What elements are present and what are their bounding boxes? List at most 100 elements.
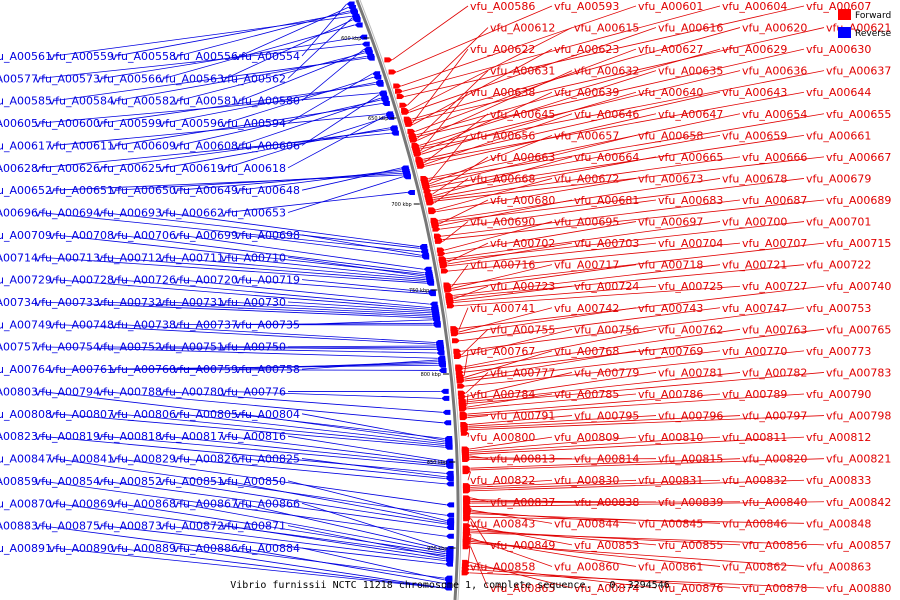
gene-label-vfu_A00855[interactable]: vfu_A00855 (658, 539, 723, 552)
gene-label-vfu_A00875[interactable]: vfu_A00875 (35, 520, 100, 533)
gene-label-vfu_A00639[interactable]: vfu_A00639 (554, 86, 619, 99)
gene-label-vfu_A00690[interactable]: vfu_A00690 (470, 216, 535, 229)
gene-label-vfu_A00789[interactable]: vfu_A00789 (722, 388, 787, 401)
gene-label-vfu_A00696[interactable]: vfu_A00696 (0, 207, 38, 220)
gene-label-vfu_A00823[interactable]: vfu_A00823 (0, 430, 38, 443)
gene-label-vfu_A00652[interactable]: vfu_A00652 (0, 184, 52, 197)
gene-label-vfu_A00822[interactable]: vfu_A00822 (470, 474, 535, 487)
gene-label-vfu_A00858[interactable]: vfu_A00858 (470, 560, 535, 573)
gene-label-vfu_A00703[interactable]: vfu_A00703 (574, 237, 639, 250)
gene-label-vfu_A00761[interactable]: vfu_A00761 (49, 363, 114, 376)
gene-label-vfu_A00849[interactable]: vfu_A00849 (490, 539, 555, 552)
gene-label-vfu_A00856[interactable]: vfu_A00856 (742, 539, 807, 552)
gene-label-vfu_A00880[interactable]: vfu_A00880 (826, 582, 891, 595)
gene-label-vfu_A00628[interactable]: vfu_A00628 (0, 162, 38, 175)
gene-label-vfu_A00593[interactable]: vfu_A00593 (554, 0, 619, 13)
gene-label-vfu_A00755[interactable]: vfu_A00755 (490, 323, 555, 336)
gene-label-vfu_A00644[interactable]: vfu_A00644 (806, 86, 871, 99)
gene-label-vfu_A00860[interactable]: vfu_A00860 (554, 560, 619, 573)
gene-label-vfu_A00661[interactable]: vfu_A00661 (806, 129, 871, 142)
gene-label-vfu_A00672[interactable]: vfu_A00672 (554, 172, 619, 185)
gene-label-vfu_A00852[interactable]: vfu_A00852 (97, 475, 162, 488)
gene-label-vfu_A00751[interactable]: vfu_A00751 (159, 341, 224, 354)
gene-label-vfu_A00708[interactable]: vfu_A00708 (49, 229, 114, 242)
gene-label-vfu_A00780[interactable]: vfu_A00780 (159, 385, 224, 398)
gene-label-vfu_A00825[interactable]: vfu_A00825 (235, 453, 300, 466)
gene-label-vfu_A00804[interactable]: vfu_A00804 (235, 408, 300, 421)
gene-label-vfu_A00819[interactable]: vfu_A00819 (35, 430, 100, 443)
gene-label-vfu_A00728[interactable]: vfu_A00728 (49, 274, 114, 287)
gene-label-vfu_A00582[interactable]: vfu_A00582 (111, 95, 176, 108)
gene-label-vfu_A00737[interactable]: vfu_A00737 (173, 318, 238, 331)
gene-label-vfu_A00663[interactable]: vfu_A00663 (490, 151, 555, 164)
gene-label-vfu_A00611[interactable]: vfu_A00611 (49, 139, 114, 152)
gene-label-vfu_A00781[interactable]: vfu_A00781 (658, 366, 723, 379)
gene-label-vfu_A00773[interactable]: vfu_A00773 (806, 345, 871, 358)
gene-label-vfu_A00784[interactable]: vfu_A00784 (470, 388, 535, 401)
gene-label-vfu_A00596[interactable]: vfu_A00596 (159, 117, 224, 130)
gene-label-vfu_A00709[interactable]: vfu_A00709 (0, 229, 52, 242)
gene-label-vfu_A00803[interactable]: vfu_A00803 (0, 385, 38, 398)
gene-label-vfu_A00807[interactable]: vfu_A00807 (49, 408, 114, 421)
gene-label-vfu_A00763[interactable]: vfu_A00763 (742, 323, 807, 336)
gene-label-vfu_A00821[interactable]: vfu_A00821 (826, 453, 891, 466)
gene-label-vfu_A00665[interactable]: vfu_A00665 (658, 151, 723, 164)
gene-label-vfu_A00832[interactable]: vfu_A00832 (722, 474, 787, 487)
gene-label-vfu_A00862[interactable]: vfu_A00862 (722, 560, 787, 573)
gene-label-vfu_A00668[interactable]: vfu_A00668 (470, 172, 535, 185)
gene-label-vfu_A00727[interactable]: vfu_A00727 (742, 280, 807, 293)
gene-label-vfu_A00631[interactable]: vfu_A00631 (490, 65, 555, 78)
gene-label-vfu_A00844[interactable]: vfu_A00844 (554, 517, 619, 530)
gene-label-vfu_A00867[interactable]: vfu_A00867 (173, 497, 238, 510)
gene-label-vfu_A00754[interactable]: vfu_A00754 (35, 341, 100, 354)
gene-label-vfu_A00847[interactable]: vfu_A00847 (0, 453, 52, 466)
gene-label-vfu_A00813[interactable]: vfu_A00813 (490, 453, 555, 466)
gene-label-vfu_A00851[interactable]: vfu_A00851 (159, 475, 224, 488)
gene-label-vfu_A00765[interactable]: vfu_A00765 (826, 323, 891, 336)
gene-label-vfu_A00559[interactable]: vfu_A00559 (49, 50, 114, 63)
gene-label-vfu_A00749[interactable]: vfu_A00749 (0, 318, 52, 331)
gene-label-vfu_A00620[interactable]: vfu_A00620 (742, 22, 807, 35)
gene-label-vfu_A00664[interactable]: vfu_A00664 (574, 151, 639, 164)
gene-label-vfu_A00694[interactable]: vfu_A00694 (35, 207, 100, 220)
gene-label-vfu_A00720[interactable]: vfu_A00720 (173, 274, 238, 287)
gene-label-vfu_A00797[interactable]: vfu_A00797 (742, 410, 807, 423)
gene-label-vfu_A00740[interactable]: vfu_A00740 (826, 280, 891, 293)
gene-label-vfu_A00846[interactable]: vfu_A00846 (722, 517, 787, 530)
gene-label-vfu_A00798[interactable]: vfu_A00798 (826, 410, 891, 423)
gene-label-vfu_A00630[interactable]: vfu_A00630 (806, 43, 871, 56)
gene-label-vfu_A00608[interactable]: vfu_A00608 (173, 139, 238, 152)
gene-label-vfu_A00650[interactable]: vfu_A00650 (111, 184, 176, 197)
gene-label-vfu_A00829[interactable]: vfu_A00829 (111, 453, 176, 466)
gene-label-vfu_A00891[interactable]: vfu_A00891 (0, 542, 52, 555)
gene-label-vfu_A00723[interactable]: vfu_A00723 (490, 280, 555, 293)
gene-label-vfu_A00718[interactable]: vfu_A00718 (638, 259, 703, 272)
gene-label-vfu_A00659[interactable]: vfu_A00659 (722, 129, 787, 142)
gene-label-vfu_A00868[interactable]: vfu_A00868 (111, 497, 176, 510)
gene-label-vfu_A00871[interactable]: vfu_A00871 (221, 520, 286, 533)
gene-label-vfu_A00599[interactable]: vfu_A00599 (97, 117, 162, 130)
gene-label-vfu_A00808[interactable]: vfu_A00808 (0, 408, 52, 421)
gene-label-vfu_A00729[interactable]: vfu_A00729 (0, 274, 52, 287)
gene-label-vfu_A00724[interactable]: vfu_A00724 (574, 280, 639, 293)
gene-label-vfu_A00584[interactable]: vfu_A00584 (49, 95, 114, 108)
gene-label-vfu_A00719[interactable]: vfu_A00719 (235, 274, 300, 287)
gene-label-vfu_A00558[interactable]: vfu_A00558 (111, 50, 176, 63)
gene-label-vfu_A00605[interactable]: vfu_A00605 (0, 117, 38, 130)
gene-label-vfu_A00747[interactable]: vfu_A00747 (722, 302, 787, 315)
gene-label-vfu_A00648[interactable]: vfu_A00648 (235, 184, 300, 197)
gene-label-vfu_A00796[interactable]: vfu_A00796 (658, 410, 723, 423)
gene-label-vfu_A00581[interactable]: vfu_A00581 (173, 95, 238, 108)
gene-label-vfu_A00704[interactable]: vfu_A00704 (658, 237, 723, 250)
gene-label-vfu_A00810[interactable]: vfu_A00810 (638, 431, 703, 444)
gene-label-vfu_A00733[interactable]: vfu_A00733 (35, 296, 100, 309)
gene-label-vfu_A00820[interactable]: vfu_A00820 (742, 453, 807, 466)
gene-label-vfu_A00866[interactable]: vfu_A00866 (235, 497, 300, 510)
gene-label-vfu_A00757[interactable]: vfu_A00757 (0, 341, 38, 354)
gene-label-vfu_A00873[interactable]: vfu_A00873 (97, 520, 162, 533)
gene-label-vfu_A00878[interactable]: vfu_A00878 (742, 582, 807, 595)
gene-label-vfu_A00653[interactable]: vfu_A00653 (221, 207, 286, 220)
gene-label-vfu_A00562[interactable]: vfu_A00562 (221, 72, 286, 85)
gene-label-vfu_A00702[interactable]: vfu_A00702 (490, 237, 555, 250)
gene-label-vfu_A00735[interactable]: vfu_A00735 (235, 318, 300, 331)
